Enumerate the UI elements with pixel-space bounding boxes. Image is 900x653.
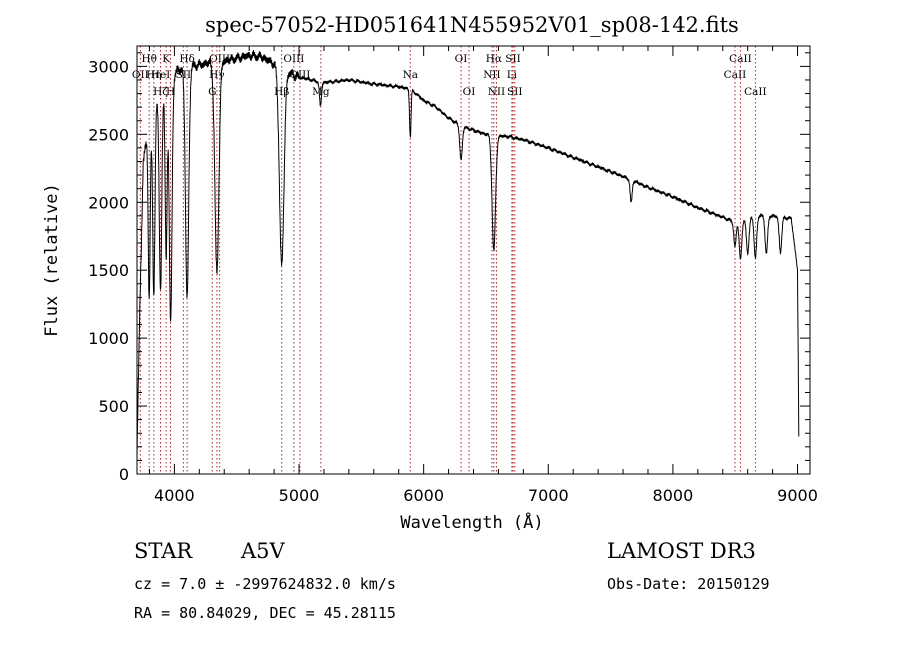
- line-label-26: CaII: [724, 69, 747, 81]
- coordinates-text: RA = 80.84029, DEC = 45.28115: [134, 604, 396, 622]
- line-label-19: Hα: [486, 53, 502, 65]
- line-label-15: Mg: [312, 86, 330, 98]
- y-tick-label-2: 1000: [88, 329, 129, 348]
- line-label-6: H: [166, 86, 175, 98]
- y-tick-label-5: 2500: [88, 125, 129, 144]
- chart-title: spec-57052-HD051641N455952V01_sp08-142.f…: [205, 13, 739, 37]
- plot-frame: [136, 45, 811, 475]
- x-axis: 4000 5000 6000 7000 8000 9000: [148, 46, 818, 505]
- y-tick-label-6: 3000: [88, 57, 129, 76]
- x-tick-label-3: 7000: [528, 486, 569, 505]
- redshift-text: cz = 7.0 ± -2997624832.0 km/s: [134, 575, 396, 593]
- spectral-line-markers: [139, 46, 756, 474]
- line-label-1: OII: [132, 69, 149, 81]
- line-label-10: Hγ: [209, 69, 224, 81]
- x-tick-label-5: 9000: [777, 486, 818, 505]
- object-type: STAR: [134, 539, 193, 563]
- line-label-5: HeI: [151, 69, 171, 81]
- line-label-0: Hθ: [141, 53, 156, 65]
- line-label-24: SII: [507, 86, 523, 98]
- line-label-4: K: [162, 53, 170, 65]
- spectral-subclass: A5V: [241, 539, 285, 563]
- x-tick-label-2: 6000: [403, 486, 444, 505]
- line-label-11: G: [208, 86, 216, 98]
- line-label-22: Li: [507, 69, 518, 81]
- x-tick-label-1: 5000: [279, 486, 320, 505]
- line-label-14: Hβ: [274, 86, 289, 98]
- x-tick-label-4: 8000: [653, 486, 694, 505]
- y-tick-label-4: 2000: [88, 193, 129, 212]
- line-label-18: OI: [463, 86, 476, 98]
- line-label-20: SII: [505, 53, 521, 65]
- line-label-23: NII: [488, 86, 505, 98]
- line-label-17: OI: [455, 53, 468, 65]
- y-axis: 0 500 1000 1500 2000 2500 3000: [88, 52, 810, 484]
- line-label-25: CaII: [729, 53, 752, 65]
- line-label-27: CaII: [744, 86, 767, 98]
- x-tick-label-0: 4000: [154, 486, 195, 505]
- line-label-8: Hδ: [179, 53, 194, 65]
- y-tick-label-3: 1500: [88, 261, 129, 280]
- line-label-21: NII: [483, 69, 500, 81]
- x-axis-label: Wavelength (Å): [400, 511, 543, 533]
- line-label-3: Hζ: [153, 86, 168, 98]
- y-axis-label: Flux (relative): [42, 183, 62, 337]
- y-tick-label-0: 0: [119, 465, 129, 484]
- spectrum-line: [136, 50, 800, 458]
- line-label-2: Hη: [146, 69, 161, 81]
- line-label-16: Na: [403, 69, 418, 81]
- survey-name: LAMOST DR3: [607, 539, 756, 563]
- y-tick-label-1: 500: [98, 397, 129, 416]
- obs-date: Obs-Date: 20150129: [607, 575, 770, 593]
- line-label-12: OIII: [283, 53, 304, 65]
